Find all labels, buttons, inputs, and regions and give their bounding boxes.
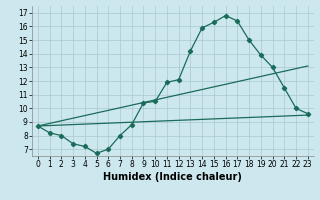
- X-axis label: Humidex (Indice chaleur): Humidex (Indice chaleur): [103, 172, 242, 182]
